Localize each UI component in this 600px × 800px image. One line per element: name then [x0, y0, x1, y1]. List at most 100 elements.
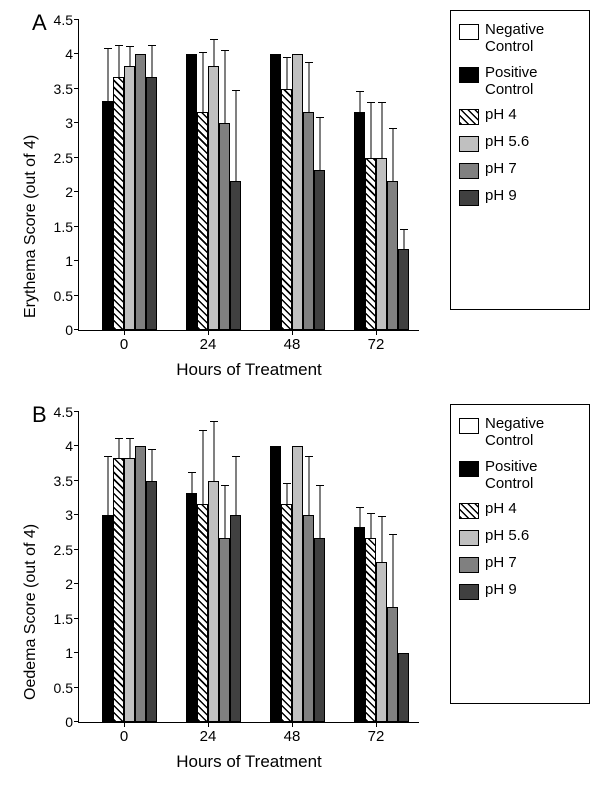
- legend-label-ph7: pH 7: [485, 554, 517, 571]
- ytick-label: 0.5: [54, 288, 79, 304]
- errorbar-cap: [232, 90, 240, 91]
- bar-ph56: [376, 562, 387, 723]
- legend-swatch-ph7: [459, 557, 479, 573]
- legend-item-ph7: pH 7: [459, 160, 581, 179]
- bar-ph9: [398, 249, 409, 330]
- legend-item-ph56: pH 5.6: [459, 527, 581, 546]
- ytick-label: 3.5: [54, 473, 79, 489]
- xtick-mark: [208, 330, 209, 335]
- errorbar: [118, 46, 119, 77]
- ytick-label: 3: [65, 507, 79, 523]
- errorbar: [202, 53, 203, 112]
- ytick-label: 2: [65, 184, 79, 200]
- ytick-mark: [74, 191, 79, 192]
- bar-ph7: [387, 607, 398, 722]
- errorbar: [224, 486, 225, 538]
- errorbar: [319, 486, 320, 538]
- errorbar-cap: [316, 117, 324, 118]
- ytick-mark: [74, 329, 79, 330]
- legend-swatch-ph4: [459, 109, 479, 125]
- errorbar: [151, 46, 152, 77]
- errorbar: [359, 508, 360, 527]
- panel-a: A Erythema Score (out of 4) Hours of Tre…: [0, 8, 600, 393]
- legend-item-ph9: pH 9: [459, 581, 581, 600]
- errorbar: [308, 457, 309, 516]
- bar-ph56: [376, 158, 387, 330]
- legend-item-neg: Negative Control: [459, 415, 581, 450]
- bar-ph56: [208, 66, 219, 330]
- panel-a-letter: A: [32, 10, 47, 36]
- xtick-mark: [292, 330, 293, 335]
- ytick-mark: [74, 122, 79, 123]
- bar-ph4: [281, 89, 292, 330]
- errorbar-cap: [210, 421, 218, 422]
- legend-label-pos: Positive Control: [485, 64, 581, 99]
- panel-b-ytitle: Oedema Score (out of 4): [22, 524, 40, 700]
- errorbar-cap: [367, 102, 375, 103]
- errorbar: [202, 431, 203, 503]
- errorbar-cap: [378, 516, 386, 517]
- errorbar: [370, 514, 371, 538]
- errorbar-cap: [316, 485, 324, 486]
- errorbar: [308, 63, 309, 111]
- ytick-mark: [74, 687, 79, 688]
- panel-a-legend: Negative ControlPositive ControlpH 4pH 5…: [450, 10, 590, 310]
- ytick-label: 3.5: [54, 81, 79, 97]
- ytick-mark: [74, 514, 79, 515]
- xtick-mark: [376, 722, 377, 727]
- ytick-mark: [74, 226, 79, 227]
- xtick-mark: [208, 722, 209, 727]
- errorbar-cap: [148, 449, 156, 450]
- errorbar-cap: [356, 507, 364, 508]
- bar-ph9: [230, 181, 241, 330]
- errorbar: [370, 103, 371, 158]
- bar-pos: [186, 54, 197, 330]
- bar-ph56: [124, 458, 135, 722]
- bar-pos: [186, 493, 197, 722]
- errorbar-cap: [367, 513, 375, 514]
- errorbar-cap: [148, 45, 156, 46]
- errorbar-cap: [221, 485, 229, 486]
- errorbar: [107, 49, 108, 101]
- legend-item-ph56: pH 5.6: [459, 133, 581, 152]
- errorbar-cap: [115, 45, 123, 46]
- bar-ph9: [314, 538, 325, 722]
- errorbar-cap: [305, 62, 313, 63]
- errorbar-cap: [400, 229, 408, 230]
- errorbar: [286, 484, 287, 503]
- bar-ph7: [135, 54, 146, 330]
- bar-ph7: [303, 112, 314, 330]
- ytick-label: 1.5: [54, 611, 79, 627]
- errorbar-cap: [199, 430, 207, 431]
- errorbar: [392, 535, 393, 607]
- legend-item-ph9: pH 9: [459, 187, 581, 206]
- errorbar: [213, 40, 214, 66]
- legend-label-pos: Positive Control: [485, 458, 581, 493]
- bar-ph56: [292, 54, 303, 330]
- errorbar-cap: [283, 483, 291, 484]
- errorbar-cap: [283, 57, 291, 58]
- xtick-mark: [376, 330, 377, 335]
- ytick-label: 0: [65, 322, 79, 338]
- ytick-mark: [74, 260, 79, 261]
- errorbar-cap: [232, 456, 240, 457]
- ytick-mark: [74, 721, 79, 722]
- legend-item-neg: Negative Control: [459, 21, 581, 56]
- ytick-label: 4.5: [54, 12, 79, 28]
- ytick-label: 4: [65, 46, 79, 62]
- errorbar: [403, 230, 404, 249]
- errorbar: [213, 422, 214, 481]
- legend-swatch-ph56: [459, 136, 479, 152]
- legend-swatch-ph7: [459, 163, 479, 179]
- xtick-mark: [292, 722, 293, 727]
- legend-label-ph56: pH 5.6: [485, 527, 529, 544]
- ytick-mark: [74, 157, 79, 158]
- legend-swatch-ph9: [459, 584, 479, 600]
- bar-ph4: [197, 112, 208, 330]
- bar-ph7: [219, 538, 230, 722]
- errorbar-cap: [389, 128, 397, 129]
- bar-pos: [270, 54, 281, 330]
- ytick-mark: [74, 445, 79, 446]
- panel-b-chart-area: Hours of Treatment 00.511.522.533.544.50…: [78, 412, 419, 723]
- xtick-mark: [124, 722, 125, 727]
